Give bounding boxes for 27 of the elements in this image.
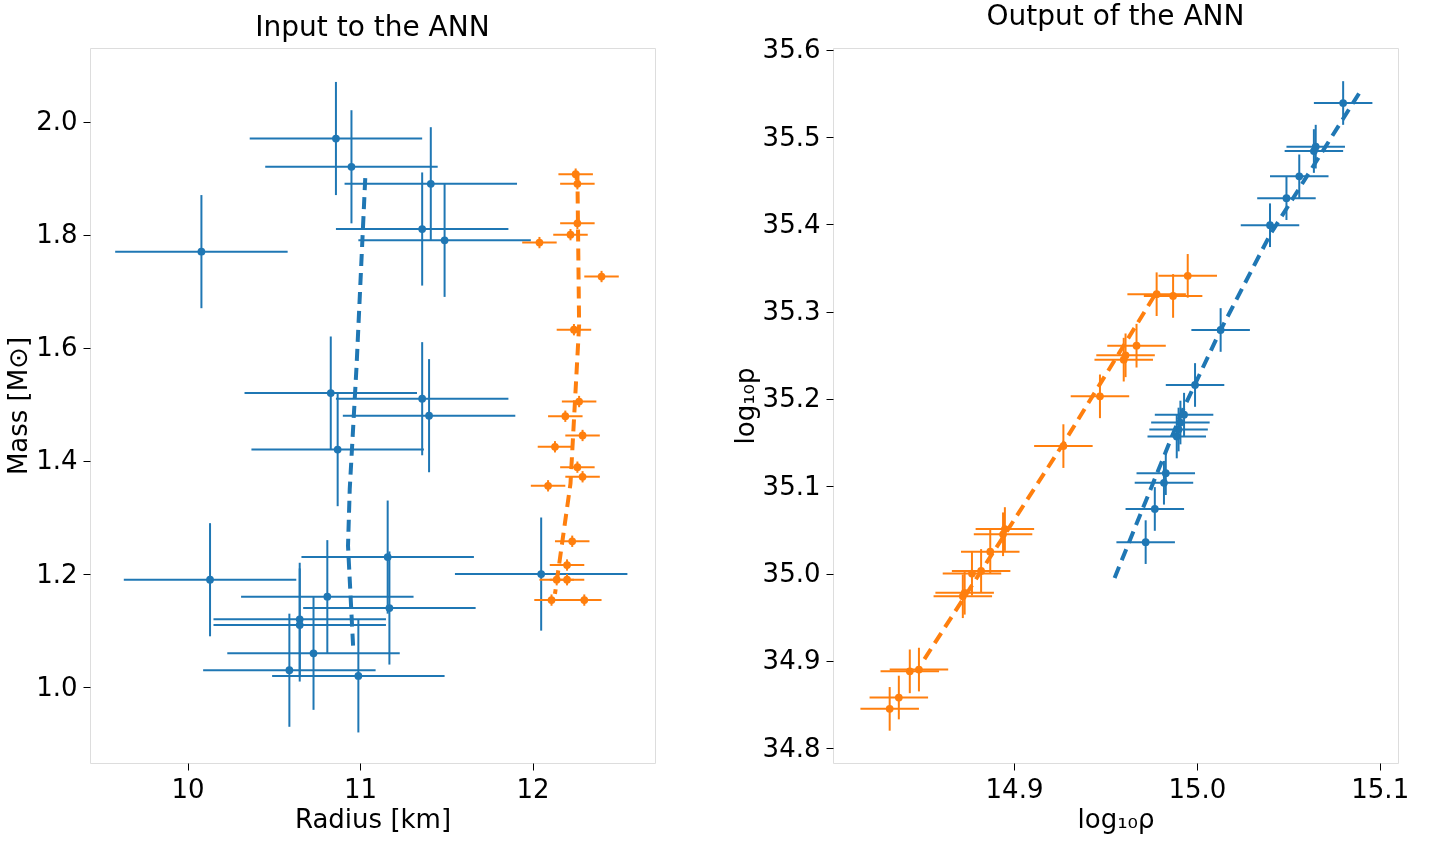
y-tick-label: 1.0 [36,671,78,702]
chart-title: Input to the ANN [255,10,490,43]
x-tick-label: 11 [344,773,378,804]
x-axis-title: log₁₀ρ [1077,803,1155,834]
y-tick-label: 35.5 [762,121,821,152]
y-tick-label: 34.8 [762,732,821,763]
y-tick-label: 1.8 [36,219,78,250]
y-tick-label: 35.3 [762,296,821,327]
y-tick-label: 35.6 [762,34,821,65]
x-tick-label: 14.9 [985,773,1044,804]
x-tick-label: 10 [171,773,205,804]
y-axis-title: log₁₀p [729,367,760,445]
y-axis-title: Mass [M⊙] [3,336,34,476]
x-axis-title: Radius [km] [294,803,452,834]
y-tick-label: 1.2 [36,558,78,589]
y-tick-label: 1.6 [36,332,78,363]
y-tick-label: 2.0 [36,106,78,137]
y-tick-label: 34.9 [762,645,821,676]
y-tick-label: 35.4 [762,208,821,239]
x-tick-label: 12 [516,773,550,804]
x-tick-label: 15.1 [1351,773,1410,804]
x-tick-label: 15.0 [1168,773,1227,804]
y-tick-label: 1.4 [36,445,78,476]
y-tick-label: 35.1 [762,470,821,501]
y-tick-label: 35.0 [762,558,821,589]
y-tick-label: 35.2 [762,383,821,414]
chart-title: Output of the ANN [986,0,1245,32]
